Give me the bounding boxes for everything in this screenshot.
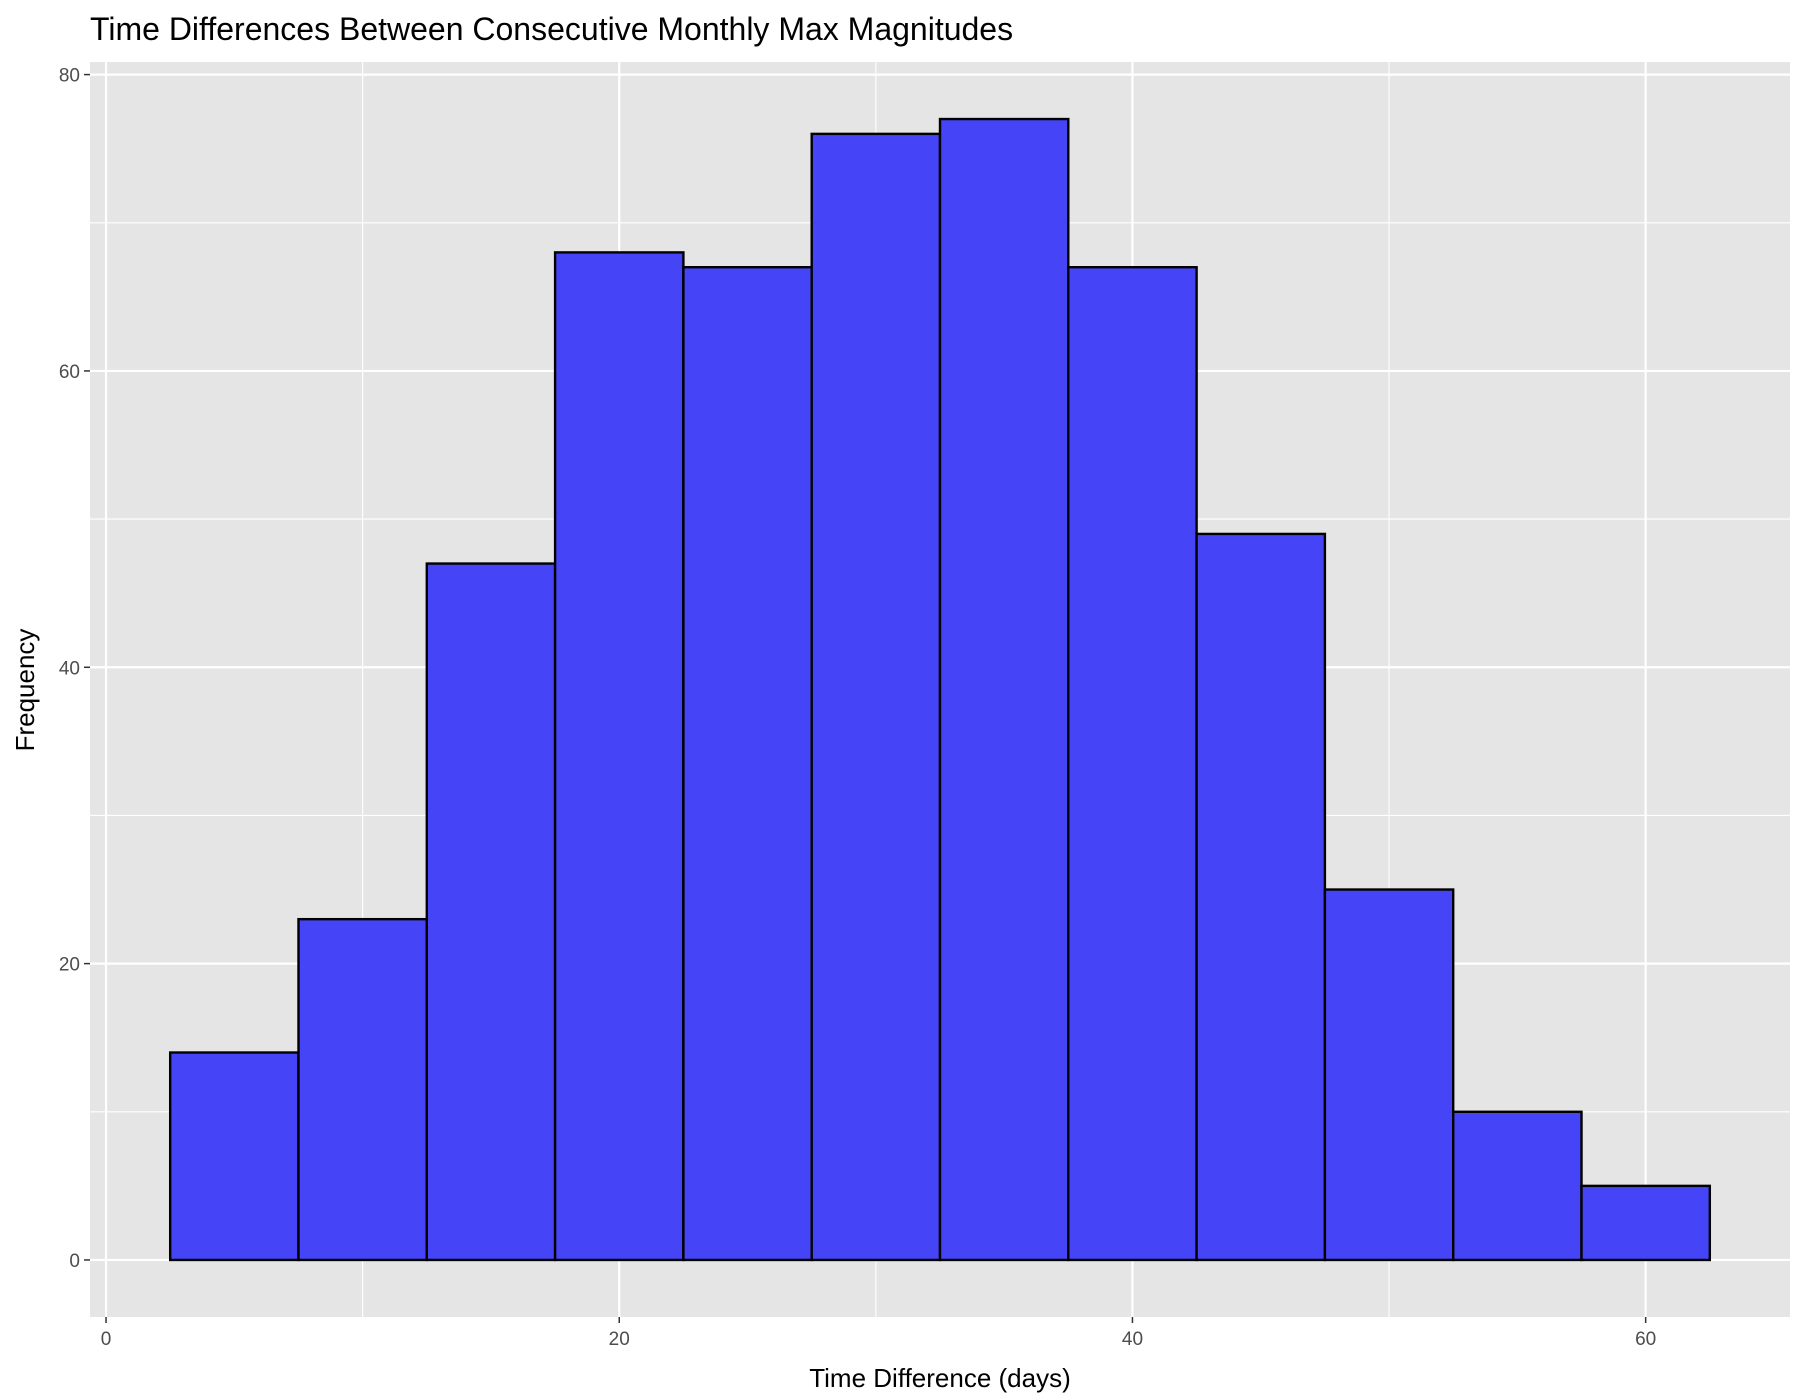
y-tick-label: 60 — [59, 362, 80, 383]
histogram-bar — [810, 132, 942, 1262]
histogram-bar — [553, 251, 685, 1262]
histogram-bar — [1580, 1184, 1712, 1262]
histogram-bar — [1452, 1110, 1583, 1262]
chart-title: Time Differences Between Consecutive Mon… — [90, 11, 1013, 47]
y-tick-label: 20 — [59, 955, 80, 976]
y-tick-label: 0 — [69, 1251, 80, 1272]
histogram-bar — [1195, 532, 1327, 1262]
x-tick-label: 60 — [1635, 1329, 1656, 1350]
histogram-bar — [168, 1051, 300, 1262]
x-axis-title: Time Difference (days) — [809, 1363, 1071, 1393]
histogram-bar — [938, 117, 1070, 1262]
x-tick-label: 40 — [1122, 1329, 1143, 1350]
y-tick-label: 80 — [59, 66, 80, 87]
histogram-bar — [1323, 888, 1455, 1262]
histogram-bar — [682, 266, 813, 1262]
x-axis: 0 20 40 60 — [101, 1317, 1656, 1350]
y-tick-label: 40 — [59, 658, 80, 679]
histogram-bars — [168, 117, 1712, 1262]
y-axis-title: Frequency — [10, 629, 40, 752]
histogram-bar — [297, 917, 428, 1262]
x-tick-label: 0 — [101, 1329, 112, 1350]
y-axis: 0 20 40 60 80 — [59, 66, 90, 1272]
x-tick-label: 20 — [609, 1329, 630, 1350]
histogram-bar — [425, 562, 557, 1262]
histogram-bar — [1067, 266, 1198, 1262]
